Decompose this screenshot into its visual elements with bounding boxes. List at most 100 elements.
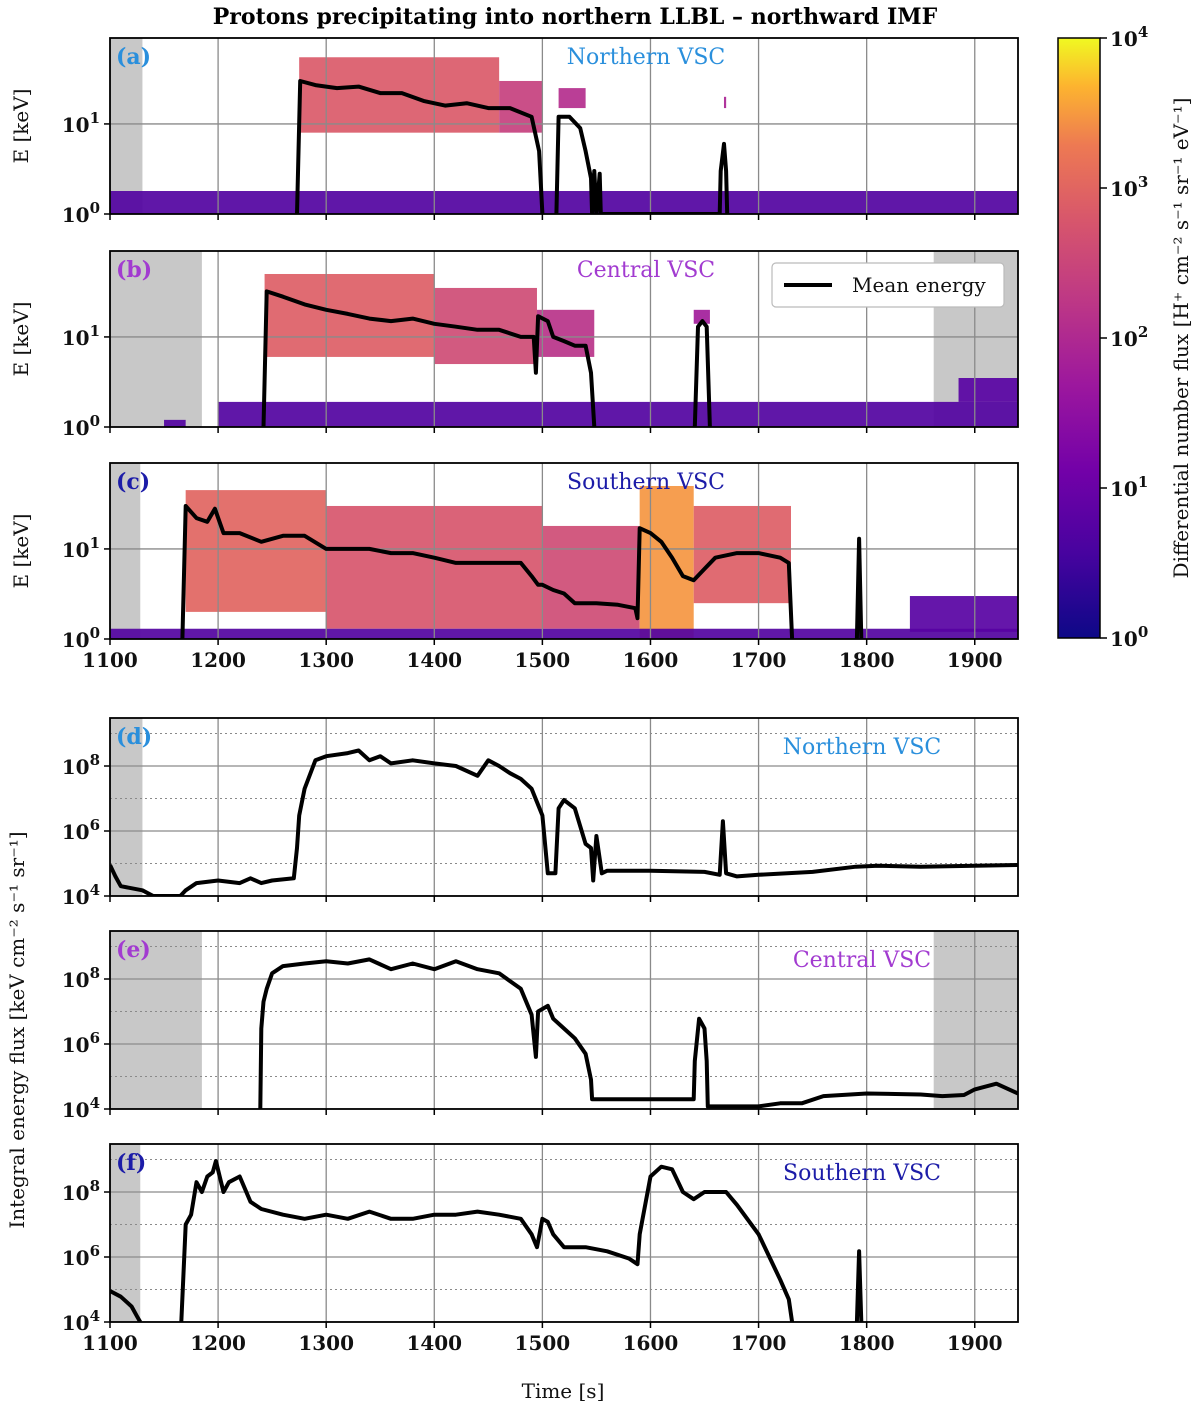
panel-a-gray-band-0: [110, 38, 143, 214]
figure-title: Protons precipitating into northern LLBL…: [213, 4, 938, 30]
panel-a-ytick-label: 101: [62, 109, 100, 137]
panel-a-frame: [109, 37, 1019, 215]
panel-c-plot-area: [110, 463, 1018, 639]
panel-c-spectrum-region-3: [639, 485, 694, 639]
panel-d-vsc-label: Northern VSC: [783, 735, 942, 760]
panel-e-gray-band-1: [933, 931, 1018, 1109]
panel-b-letter: (b): [116, 257, 152, 283]
panel-b-spectrum-region-1: [164, 419, 186, 427]
panel-f-ytick-label: 108: [62, 1177, 100, 1205]
panel-a-axes: (a) Northern VSC 100 101 E [keV]: [9, 44, 976, 227]
panel-a-ylabel: E [keV]: [9, 89, 33, 164]
panel-a-spectrum-region-0: [110, 191, 1018, 214]
panel-c-xtick-label: 1600: [623, 648, 679, 672]
panel-f-xtick-label: 1300: [298, 1331, 354, 1355]
panel-f-xtick-label: 1200: [190, 1331, 246, 1355]
panel-e-ytick-label: 108: [62, 964, 100, 992]
panel-c-spectrum-region-5: [110, 628, 1018, 639]
colorbar-tick-label: 103: [1110, 173, 1148, 201]
panel-b-ylabel: E [keV]: [9, 302, 33, 377]
panel-c-xtick-label: 1400: [406, 648, 462, 672]
panel-a-mean-energy-line: [295, 79, 730, 214]
panel-c-spectrum-region-0: [185, 490, 327, 612]
panel-a-spectrogram: (a) Northern VSC 100 101 E [keV]: [9, 37, 1019, 227]
panel-a-plot-area: [110, 38, 1018, 214]
panel-c-letter: (c): [116, 469, 150, 495]
colorbar-tick-label: 102: [1110, 323, 1148, 351]
panel-e-axes: (e) Central VSC 104 106 108: [62, 937, 976, 1122]
panel-a-spectrum-region-3: [558, 88, 586, 109]
panel-c-ylabel: E [keV]: [9, 514, 33, 589]
panel-f-vsc-label: Southern VSC: [783, 1161, 941, 1186]
panel-b-mean-energy-line: [261, 289, 712, 427]
panel-f-xtick-label: 1100: [82, 1331, 138, 1355]
panel-c-frame: [109, 462, 1019, 640]
panel-e-ytick-label: 104: [62, 1094, 100, 1122]
panel-e-letter: (e): [116, 937, 151, 963]
legend-label: Mean energy: [852, 273, 986, 297]
panel-c-axes: (c) Southern VSC 1100 1200 1300 1400 1500 1600 1…: [9, 469, 1003, 672]
colorbar-label: Differential number flux [H⁺ cm⁻² s⁻¹ sr…: [1169, 98, 1193, 579]
panel-b-spectrogram: (b) Central VSC 100 101 E [keV] Mean energy: [9, 250, 1019, 440]
panel-f-xtick-label: 1900: [947, 1331, 1003, 1355]
panel-f-frame: [109, 1143, 1019, 1323]
x-axis-label: Time [s]: [522, 1379, 605, 1403]
panel-b-spectrum-region-5: [693, 309, 710, 324]
panel-d-flux-line: [110, 748, 1018, 896]
panel-c-xtick-label: 1100: [82, 648, 138, 672]
panel-f-xtick-label: 1600: [623, 1331, 679, 1355]
panel-a-letter: (a): [116, 44, 151, 70]
panel-e-gray-band-0: [110, 931, 202, 1109]
panel-c-vsc-label: Southern VSC: [567, 470, 725, 495]
colorbar-ticks: 100 101 102 103 104: [1100, 23, 1148, 651]
colorbar: 100 101 102 103 104 Differential number flux…: [1057, 23, 1193, 651]
panel-c-xtick-label: 1500: [515, 648, 571, 672]
panel-f-letter: (f): [116, 1150, 146, 1176]
panel-c-spectrum-region-6: [909, 596, 1018, 632]
panel-e-flux: (e) Central VSC 104 106 108: [62, 930, 1019, 1122]
panel-d-frame: [109, 717, 1019, 897]
legend: Mean energy: [771, 262, 1005, 308]
panel-b-ytick-label: 101: [62, 322, 100, 350]
panel-c-xtick-label: 1700: [731, 648, 787, 672]
panel-c-spectrogram: (c) Southern VSC 1100 1200 1300 1400 1500 1600 1…: [9, 462, 1019, 672]
panel-c-xtick-label: 1800: [839, 648, 895, 672]
panel-a-vsc-label: Northern VSC: [567, 45, 726, 70]
panel-d-ytick-label: 106: [62, 816, 100, 844]
panel-f-xtick-label: 1800: [839, 1331, 895, 1355]
panel-a-spectrum-region-4: [723, 96, 727, 109]
panel-d-ytick-label: 104: [62, 881, 100, 909]
panel-b-spectrum-region-6: [958, 378, 1018, 402]
panel-e-plot-area: [110, 931, 1018, 1109]
panel-f-xtick-label: 1700: [731, 1331, 787, 1355]
panel-f-plot-area: [110, 1144, 1018, 1322]
panel-a-ytick-label: 100: [62, 199, 100, 227]
panel-f-ytick-label: 104: [62, 1307, 100, 1335]
panel-b-vsc-label: Central VSC: [577, 258, 715, 283]
panel-f-axes: (f) Southern VSC 1100 1200 1300 1400 1500 1600 1…: [62, 1150, 1003, 1355]
panel-c-ytick-label: 101: [62, 534, 100, 562]
panel-e-frame: [109, 930, 1019, 1110]
panel-e-vsc-label: Central VSC: [793, 948, 931, 973]
colorbar-gradient: [1057, 37, 1101, 639]
panel-d-plot-area: [110, 718, 1018, 896]
panel-d-flux: (d) Northern VSC 104 106 108: [62, 717, 1019, 909]
panel-c-mean-energy-line: [180, 504, 864, 639]
panel-c-ytick-label: 100: [62, 624, 100, 652]
panel-d-letter: (d): [116, 724, 152, 750]
panel-f-ytick-label: 106: [62, 1242, 100, 1270]
panel-f-flux-line: [110, 1159, 864, 1322]
panel-b-spectrum-region-0: [218, 401, 1018, 427]
panel-d-gray-band-0: [110, 718, 143, 896]
panel-f-xtick-label: 1500: [515, 1331, 571, 1355]
panel-e-ytick-label: 106: [62, 1029, 100, 1057]
panel-f-flux: (f) Southern VSC 1100 1200 1300 1400 1500 1600 1…: [62, 1143, 1019, 1355]
panel-d-axes: (d) Northern VSC 104 106 108: [62, 724, 976, 909]
colorbar-tick-label: 104: [1110, 23, 1148, 51]
colorbar-tick-label: 101: [1110, 473, 1148, 501]
panel-c-xtick-label: 1200: [190, 648, 246, 672]
panel-b-ytick-label: 100: [62, 412, 100, 440]
panel-b-frame: [109, 250, 1019, 428]
panel-b-axes: (b) Central VSC 100 101 E [keV]: [9, 257, 976, 440]
